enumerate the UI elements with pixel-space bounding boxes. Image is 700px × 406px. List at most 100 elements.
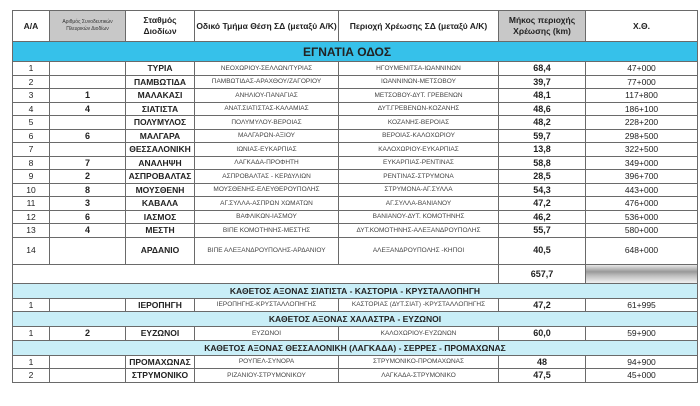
chainage-cell: 94+900 bbox=[585, 354, 698, 369]
side-tolls-cell: 6 bbox=[49, 209, 126, 224]
road-segment-cell: ΜΑΛΓΑΡΩΝ-ΑΞΙΟΥ bbox=[194, 128, 339, 143]
road-segment-cell: ΠΑΜΒΩΤΙΔΑΣ-ΑΡΑΧΘΟΥ/ΖΑΓΟΡΙΟΥ bbox=[194, 74, 339, 89]
index-cell: 2 bbox=[12, 368, 50, 383]
index-cell: 1 bbox=[12, 297, 50, 312]
side-tolls-cell bbox=[49, 115, 126, 130]
table-row: 2 ΠΑΜΒΩΤΙΔΑ ΠΑΜΒΩΤΙΔΑΣ-ΑΡΑΧΘΟΥ/ΖΑΓΟΡΙΟΥ ΙΩΑ… bbox=[12, 74, 698, 89]
chainage-cell: 349+000 bbox=[585, 155, 698, 170]
length-km-cell: 59,7 bbox=[498, 128, 586, 143]
charge-area-cell: ΚΟΖΑΝΗΣ-ΒΕΡΟΙΑΣ bbox=[338, 115, 499, 130]
charge-area-cell: ΕΥΚΑΡΠΙΑΣ-ΡΕΝΤΙΝΑΣ bbox=[338, 155, 499, 170]
table-row: 2 ΣΤΡΥΜΟΝΙΚΟ ΡΙΖΑΝΙΟΥ-ΣΤΡΥΜΟΝΙΚΟΥ ΛΑΓΚΑΔΑ-Σ… bbox=[12, 368, 698, 383]
section-title: ΚΑΘΕΤΟΣ ΑΞΟΝΑΣ ΣΙΑΤΙΣΤΑ - ΚΑΣΤΟΡΙΑ - ΚΡΥ… bbox=[12, 282, 698, 299]
index-cell: 14 bbox=[12, 236, 50, 265]
header-row: Α/Α Αριθμός Συνοδευτικών Πλευρικών Διοδί… bbox=[12, 10, 698, 42]
road-segment-cell: ΝΕΟΧΩΡΙΟΥ-ΣΕΛΛΩΝ/ΤΥΡΙΑΣ bbox=[194, 61, 339, 76]
index-cell: 4 bbox=[12, 101, 50, 116]
table-row: 1 ΤΥΡΙΑ ΝΕΟΧΩΡΙΟΥ-ΣΕΛΛΩΝ/ΤΥΡΙΑΣ ΗΓΟΥΜΕΝΙΤΣΑ… bbox=[12, 61, 698, 76]
index-cell: 1 bbox=[12, 61, 50, 76]
table-row: 1 ΠΡΟΜΑΧΩΝΑΣ ΡΟΥΠΕΛ-ΣΥΝΟΡΑ ΣΤΡΥΜΟΝΙΚΟ-ΠΡΟΜΑ… bbox=[12, 354, 698, 369]
side-tolls-cell: 6 bbox=[49, 128, 126, 143]
chainage-cell: 186+100 bbox=[585, 101, 698, 116]
station-name-cell: ΕΥΖΩΝΟΙ bbox=[125, 326, 195, 341]
length-km-cell: 48,6 bbox=[498, 101, 586, 116]
table-row: 13 4 ΜΕΣΤΗ ΒΙΠΕ ΚΟΜΟΤΗΝΗΣ-ΜΕΣΤΗΣ ΔΥΤ.ΚΟΜΟΤΗΝ… bbox=[12, 223, 698, 238]
header-chainage: Χ.Θ. bbox=[585, 10, 698, 42]
table-row: 11 3 ΚΑΒΑΛΑ ΑΓ.ΣΥΛΛΑ-ΑΣΠΡΩΝ ΧΩΜΑΤΩΝ ΑΓ.ΣΥΛΛΑ… bbox=[12, 196, 698, 211]
index-cell: 5 bbox=[12, 115, 50, 130]
header-station: Σταθμός Διοδίων bbox=[125, 10, 195, 42]
station-name-cell: ΜΟΥΣΘΕΝΗ bbox=[125, 182, 195, 197]
charge-area-cell: ΑΛΕΞΑΝΔΡΟΥΠΟΛΗΣ -ΚΗΠΟΙ bbox=[338, 236, 499, 265]
road-segment-cell: ΠΟΛΥΜΥΛΟΥ-ΒΕΡΟΙΑΣ bbox=[194, 115, 339, 130]
section-title: ΚΑΘΕΤΟΣ ΑΞΟΝΑΣ ΘΕΣΣΑΛΟΝΙΚΗ (ΛΑΓΚΑΔΑ) - Σ… bbox=[12, 339, 698, 356]
chainage-cell: 77+000 bbox=[585, 74, 698, 89]
road-segment-cell: ΒΙΠΕ ΚΟΜΟΤΗΝΗΣ-ΜΕΣΤΗΣ bbox=[194, 223, 339, 238]
chainage-cell: 580+000 bbox=[585, 223, 698, 238]
header-side-tolls: Αριθμός Συνοδευτικών Πλευρικών Διοδίων bbox=[49, 10, 126, 42]
station-name-cell: ΜΕΣΤΗ bbox=[125, 223, 195, 238]
length-km-cell: 13,8 bbox=[498, 142, 586, 157]
chainage-cell: 228+200 bbox=[585, 115, 698, 130]
chainage-cell: 45+000 bbox=[585, 368, 698, 383]
charge-area-cell: ΜΕΤΣΟΒΟΥ-ΔΥΤ. ΓΡΕΒΕΝΩΝ bbox=[338, 88, 499, 103]
header-charge-area: Περιοχή Χρέωσης ΣΔ (μεταξύ Α/Κ) bbox=[338, 10, 499, 42]
charge-area-cell: ΡΕΝΤΙΝΑΣ-ΣΤΡΥΜΟΝΑ bbox=[338, 169, 499, 184]
length-km-cell: 60,0 bbox=[498, 326, 586, 341]
station-name-cell: ΙΕΡΟΠΗΓΗ bbox=[125, 297, 195, 312]
station-name-cell: ΑΝΑΛΗΨΗ bbox=[125, 155, 195, 170]
total-row: 657,7 bbox=[12, 263, 698, 284]
index-cell: 13 bbox=[12, 223, 50, 238]
road-segment-cell: ΜΟΥΣΘΕΝΗΣ-ΕΛΕΥΘΕΡΟΥΠΟΛΗΣ bbox=[194, 182, 339, 197]
charge-area-cell: ΗΓΟΥΜΕΝΙΤΣΑ-ΙΩΑΝΝΙΝΩΝ bbox=[338, 61, 499, 76]
road-segment-cell: ΒΑΦΛΙΚΩΝ-ΙΑΣΜΟΥ bbox=[194, 209, 339, 224]
side-tolls-cell: 7 bbox=[49, 155, 126, 170]
station-name-cell: ΚΑΒΑΛΑ bbox=[125, 196, 195, 211]
road-segment-cell: ΑΝΗΛΙΟΥ-ΠΑΝΑΓΙΑΣ bbox=[194, 88, 339, 103]
side-tolls-cell bbox=[49, 142, 126, 157]
side-tolls-cell: 2 bbox=[49, 326, 126, 341]
length-km-cell: 58,8 bbox=[498, 155, 586, 170]
chainage-cell: 476+000 bbox=[585, 196, 698, 211]
side-tolls-cell: 1 bbox=[49, 88, 126, 103]
station-name-cell: ΠΑΜΒΩΤΙΔΑ bbox=[125, 74, 195, 89]
charge-area-cell: ΔΥΤ.ΓΡΕΒΕΝΩΝ-ΚΟΖΑΝΗΣ bbox=[338, 101, 499, 116]
station-name-cell: ΙΑΣΜΟΣ bbox=[125, 209, 195, 224]
table-row: 12 6 ΙΑΣΜΟΣ ΒΑΦΛΙΚΩΝ-ΙΑΣΜΟΥ ΒΑΝΙΑΝΟΥ-ΔΥΤ. ΚΟ… bbox=[12, 209, 698, 224]
length-km-cell: 68,4 bbox=[498, 61, 586, 76]
index-cell: 11 bbox=[12, 196, 50, 211]
chainage-cell: 396+700 bbox=[585, 169, 698, 184]
length-km-cell: 47,2 bbox=[498, 196, 586, 211]
length-km-cell: 48 bbox=[498, 354, 586, 369]
section-title: ΚΑΘΕΤΟΣ ΑΞΟΝΑΣ ΧΑΛΑΣΤΡΑ - ΕΥΖΩΝΟΙ bbox=[12, 311, 698, 327]
road-segment-cell: ΙΩΝΙΑΣ-ΕΥΚΑΡΠΙΑΣ bbox=[194, 142, 339, 157]
side-tolls-cell bbox=[49, 236, 126, 265]
section-header: ΚΑΘΕΤΟΣ ΑΞΟΝΑΣ ΣΙΑΤΙΣΤΑ - ΚΑΣΤΟΡΙΑ - ΚΡΥ… bbox=[12, 282, 698, 299]
side-tolls-cell bbox=[49, 61, 126, 76]
length-km-cell: 46,2 bbox=[498, 209, 586, 224]
chainage-cell: 59+900 bbox=[585, 326, 698, 341]
index-cell: 1 bbox=[12, 354, 50, 369]
charge-area-cell: ΚΑΛΟΧΩΡΙΟΥ-ΕΥΖΩΝΩΝ bbox=[338, 326, 499, 341]
index-cell: 3 bbox=[12, 88, 50, 103]
section-header: ΚΑΘΕΤΟΣ ΑΞΟΝΑΣ ΘΕΣΣΑΛΟΝΙΚΗ (ΛΑΓΚΑΔΑ) - Σ… bbox=[12, 339, 698, 356]
length-km-cell: 47,2 bbox=[498, 297, 586, 312]
station-name-cell: ΜΑΛΓΑΡΑ bbox=[125, 128, 195, 143]
table-row: 6 6 ΜΑΛΓΑΡΑ ΜΑΛΓΑΡΩΝ-ΑΞΙΟΥ ΒΕΡΟΙΑΣ-ΚΑΛΟΧΩΡΙΟ… bbox=[12, 128, 698, 143]
table-row: 14 ΑΡΔΑΝΙΟ ΒΙΠΕ ΑΛΕΞΑΝΔΡΟΥΠΟΛΗΣ-ΑΡΔΑΝΙΟΥ ΑΛ… bbox=[12, 236, 698, 265]
table-row: 9 2 ΑΣΠΡΟΒΑΛΤΑΣ ΑΣΠΡΟΒΑΛΤΑΣ - ΚΕΡΔΥΛΙΩΝ ΡΕΝΤ… bbox=[12, 169, 698, 184]
charge-area-cell: ΚΑΛΟΧΩΡΙΟΥ-ΕΥΚΑΡΠΙΑΣ bbox=[338, 142, 499, 157]
charge-area-cell: ΒΕΡΟΙΑΣ-ΚΑΛΟΧΩΡΙΟΥ bbox=[338, 128, 499, 143]
station-name-cell: ΤΥΡΙΑ bbox=[125, 61, 195, 76]
road-segment-cell: ΛΑΓΚΑΔΑ-ΠΡΟΦΗΤΗ bbox=[194, 155, 339, 170]
total-blank bbox=[12, 263, 499, 284]
table-row: 1 ΙΕΡΟΠΗΓΗ ΙΕΡΟΠΗΓΗΣ-ΚΡΥΣΤΑΛΛΟΠΗΓΗΣ ΚΑΣΤΟΡΙ… bbox=[12, 297, 698, 312]
charge-area-cell: ΑΓ.ΣΥΛΛΑ-ΒΑΝΙΑΝΟΥ bbox=[338, 196, 499, 211]
charge-area-cell: ΙΩΑΝΝΙΝΩΝ-ΜΕΤΣΟΒΟΥ bbox=[338, 74, 499, 89]
chainage-cell: 536+000 bbox=[585, 209, 698, 224]
table-row: 5 ΠΟΛΥΜΥΛΟΣ ΠΟΛΥΜΥΛΟΥ-ΒΕΡΟΙΑΣ ΚΟΖΑΝΗΣ-ΒΕΡΟΙ… bbox=[12, 115, 698, 130]
table-row: 1 2 ΕΥΖΩΝΟΙ ΕΥΖΩΝΟΙ ΚΑΛΟΧΩΡΙΟΥ-ΕΥΖΩΝΩΝ 60,0 59… bbox=[12, 326, 698, 341]
length-km-cell: 54,3 bbox=[498, 182, 586, 197]
header-index: Α/Α bbox=[12, 10, 50, 42]
chainage-cell: 47+000 bbox=[585, 61, 698, 76]
